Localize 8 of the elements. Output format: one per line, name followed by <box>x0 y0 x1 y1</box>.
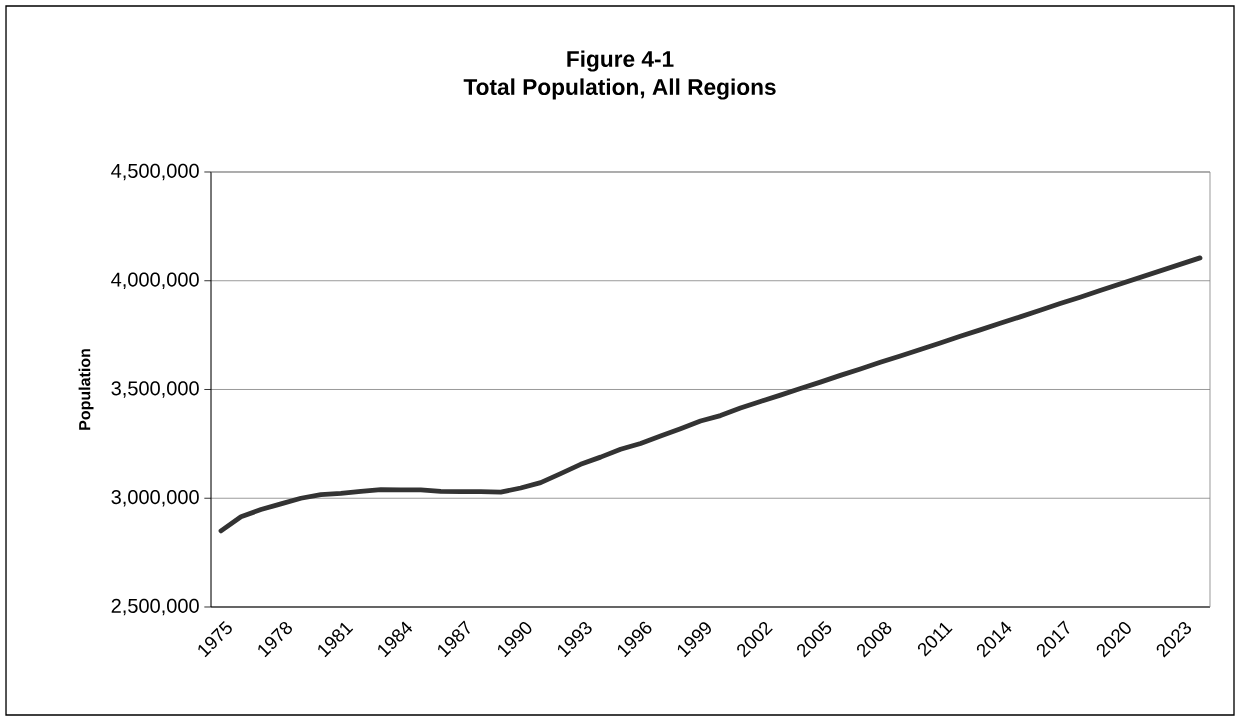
y-tick-label: 2,500,000 <box>111 598 199 616</box>
y-axis-title: Population <box>78 349 94 430</box>
y-tick-label: 3,500,000 <box>111 381 199 398</box>
y-tick-label: 4,000,000 <box>111 272 199 289</box>
chart-subtitle: Total Population, All Regions <box>463 78 776 100</box>
y-tick-label: 3,000,000 <box>111 489 199 507</box>
chart-title: Figure 4-1 <box>567 50 674 72</box>
y-tick-label: 4,500,000 <box>111 163 199 181</box>
